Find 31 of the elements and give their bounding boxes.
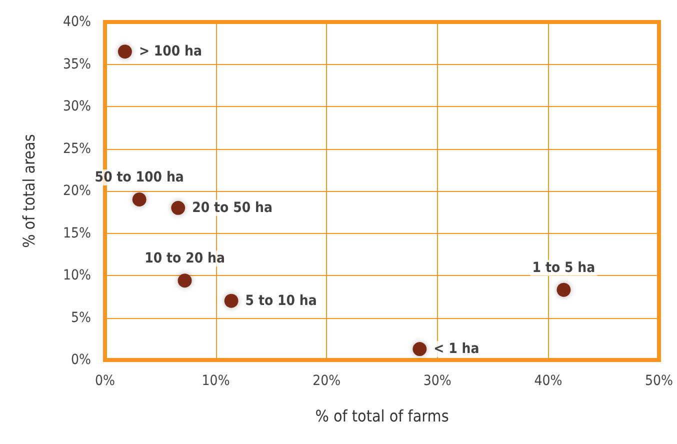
x-tick-label: 20% (312, 373, 341, 389)
x-tick-label: 30% (423, 373, 452, 389)
y-tick-label: 0% (71, 352, 92, 368)
point (556, 282, 571, 297)
point (412, 342, 427, 356)
annotation: 20 to 50 ha (192, 200, 272, 216)
y-tick-label: 40% (63, 14, 92, 30)
y-axis-title: % of total areas (20, 134, 38, 248)
y-tick-label: 30% (63, 98, 92, 114)
point (118, 44, 132, 59)
point (224, 294, 238, 308)
annotation: 50 to 100 ha (94, 169, 184, 186)
y-tick-label: 20% (63, 183, 92, 199)
x-tick-label: 40% (534, 373, 562, 389)
y-tick-label: 15% (63, 225, 92, 242)
x-tick-label: 50% (645, 373, 674, 389)
point (132, 192, 146, 206)
annotation: 10 to 20 ha (144, 250, 225, 267)
point (178, 274, 192, 288)
x-axis-title: % of total of farms (315, 406, 449, 426)
y-tick-label: 5% (71, 310, 92, 326)
annotation: > 100 ha (138, 44, 202, 60)
point (171, 200, 186, 215)
y-tick-label: 25% (63, 140, 92, 157)
x-tick-label: 0% (95, 373, 116, 389)
y-tick-label: 10% (63, 268, 92, 284)
y-tick-label: 35% (63, 56, 92, 72)
annotation: 5 to 10 ha (245, 292, 317, 309)
annotation: < 1 ha (434, 341, 480, 358)
x-tick-label: 10% (202, 373, 230, 389)
annotation: 1 to 5 ha (532, 260, 596, 276)
